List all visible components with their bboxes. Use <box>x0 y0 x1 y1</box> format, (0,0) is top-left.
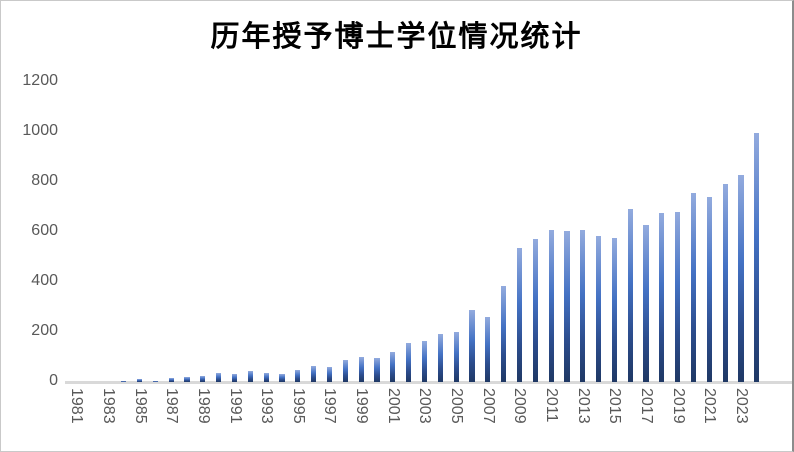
bar-1989 <box>200 375 206 382</box>
bar-2007 <box>485 316 491 382</box>
bar-2014 <box>595 236 602 382</box>
bar-2010 <box>532 238 538 382</box>
x-tick-1997: 1997 <box>321 388 339 424</box>
x-tick-2023: 2023 <box>733 388 751 424</box>
y-tick-200: 200 <box>31 321 58 339</box>
x-tick-2011: 2011 <box>543 388 561 423</box>
y-tick-0: 0 <box>49 371 58 389</box>
x-tick-2015: 2015 <box>606 388 624 424</box>
bar-2005 <box>453 332 459 382</box>
bar-1986 <box>152 380 158 382</box>
x-tick-2017: 2017 <box>638 388 656 424</box>
bar-2002 <box>406 343 412 382</box>
bar-2008 <box>501 286 507 382</box>
x-tick-1987: 1987 <box>163 388 181 424</box>
x-tick-2013: 2013 <box>574 388 592 424</box>
x-tick-2021: 2021 <box>701 388 719 424</box>
x-tick-1989: 1989 <box>194 388 212 424</box>
y-tick-800: 800 <box>31 171 58 189</box>
x-axis-line <box>65 380 792 384</box>
bar-2019 <box>675 211 681 382</box>
bar-2000 <box>374 358 380 382</box>
bar-2004 <box>437 333 443 382</box>
bar-1998 <box>342 360 348 382</box>
bar-1990 <box>216 373 222 382</box>
bar-2003 <box>421 340 428 382</box>
bar-2020 <box>690 193 697 382</box>
bar-2018 <box>659 213 665 382</box>
bar-2013 <box>580 229 586 382</box>
x-tick-1983: 1983 <box>99 388 117 424</box>
bar-2012 <box>564 230 570 382</box>
bar-1988 <box>184 376 190 382</box>
x-tick-2005: 2005 <box>448 388 466 424</box>
y-tick-600: 600 <box>31 221 58 239</box>
bar-1987 <box>168 377 174 382</box>
bar-1993 <box>263 373 269 382</box>
x-tick-1999: 1999 <box>353 388 371 424</box>
x-tick-1991: 1991 <box>226 388 244 424</box>
x-tick-2007: 2007 <box>479 388 497 424</box>
bar-1994 <box>279 373 285 382</box>
bar-2021 <box>706 196 712 382</box>
bar-2015 <box>611 237 617 382</box>
bar-2022 <box>722 183 728 382</box>
bar-1999 <box>358 357 364 382</box>
bar-1996 <box>311 365 317 382</box>
x-tick-1993: 1993 <box>258 388 276 424</box>
bar-2016 <box>627 208 633 382</box>
y-tick-1000: 1000 <box>22 121 58 139</box>
bar-1995 <box>295 369 301 382</box>
bar-2006 <box>469 309 475 382</box>
y-tick-400: 400 <box>31 271 58 289</box>
y-tick-1200: 1200 <box>22 71 58 89</box>
x-tick-1995: 1995 <box>289 388 307 424</box>
bar-1992 <box>247 371 253 382</box>
x-tick-1981: 1981 <box>68 388 86 424</box>
bar-1985 <box>136 379 143 382</box>
bar-2009 <box>516 247 523 382</box>
x-tick-2019: 2019 <box>669 388 687 424</box>
bar-2024 <box>754 132 760 382</box>
x-tick-1985: 1985 <box>131 388 149 424</box>
bar-2001 <box>390 352 396 382</box>
bar-1997 <box>326 367 333 382</box>
bar-2011 <box>548 229 554 382</box>
chart-title: 历年授予博士学位情况统计 <box>210 21 583 53</box>
x-tick-2009: 2009 <box>511 388 529 424</box>
bar-2017 <box>643 224 649 382</box>
bar-2023 <box>738 175 744 382</box>
bar-1991 <box>231 374 238 382</box>
bar-1984 <box>121 380 127 382</box>
x-tick-2003: 2003 <box>416 388 434 424</box>
x-tick-2001: 2001 <box>384 388 402 424</box>
